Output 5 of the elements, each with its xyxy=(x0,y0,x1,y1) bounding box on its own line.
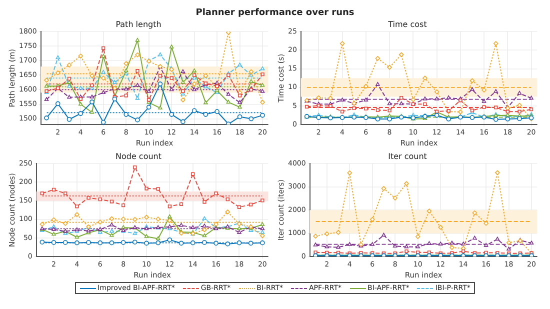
chart-title: Time cost xyxy=(387,20,427,29)
chart-title: Node count xyxy=(116,152,162,161)
chart-title: Path length xyxy=(116,20,162,29)
chart-title: Iter count xyxy=(388,152,427,161)
text: Planner performance over runs xyxy=(194,8,356,20)
